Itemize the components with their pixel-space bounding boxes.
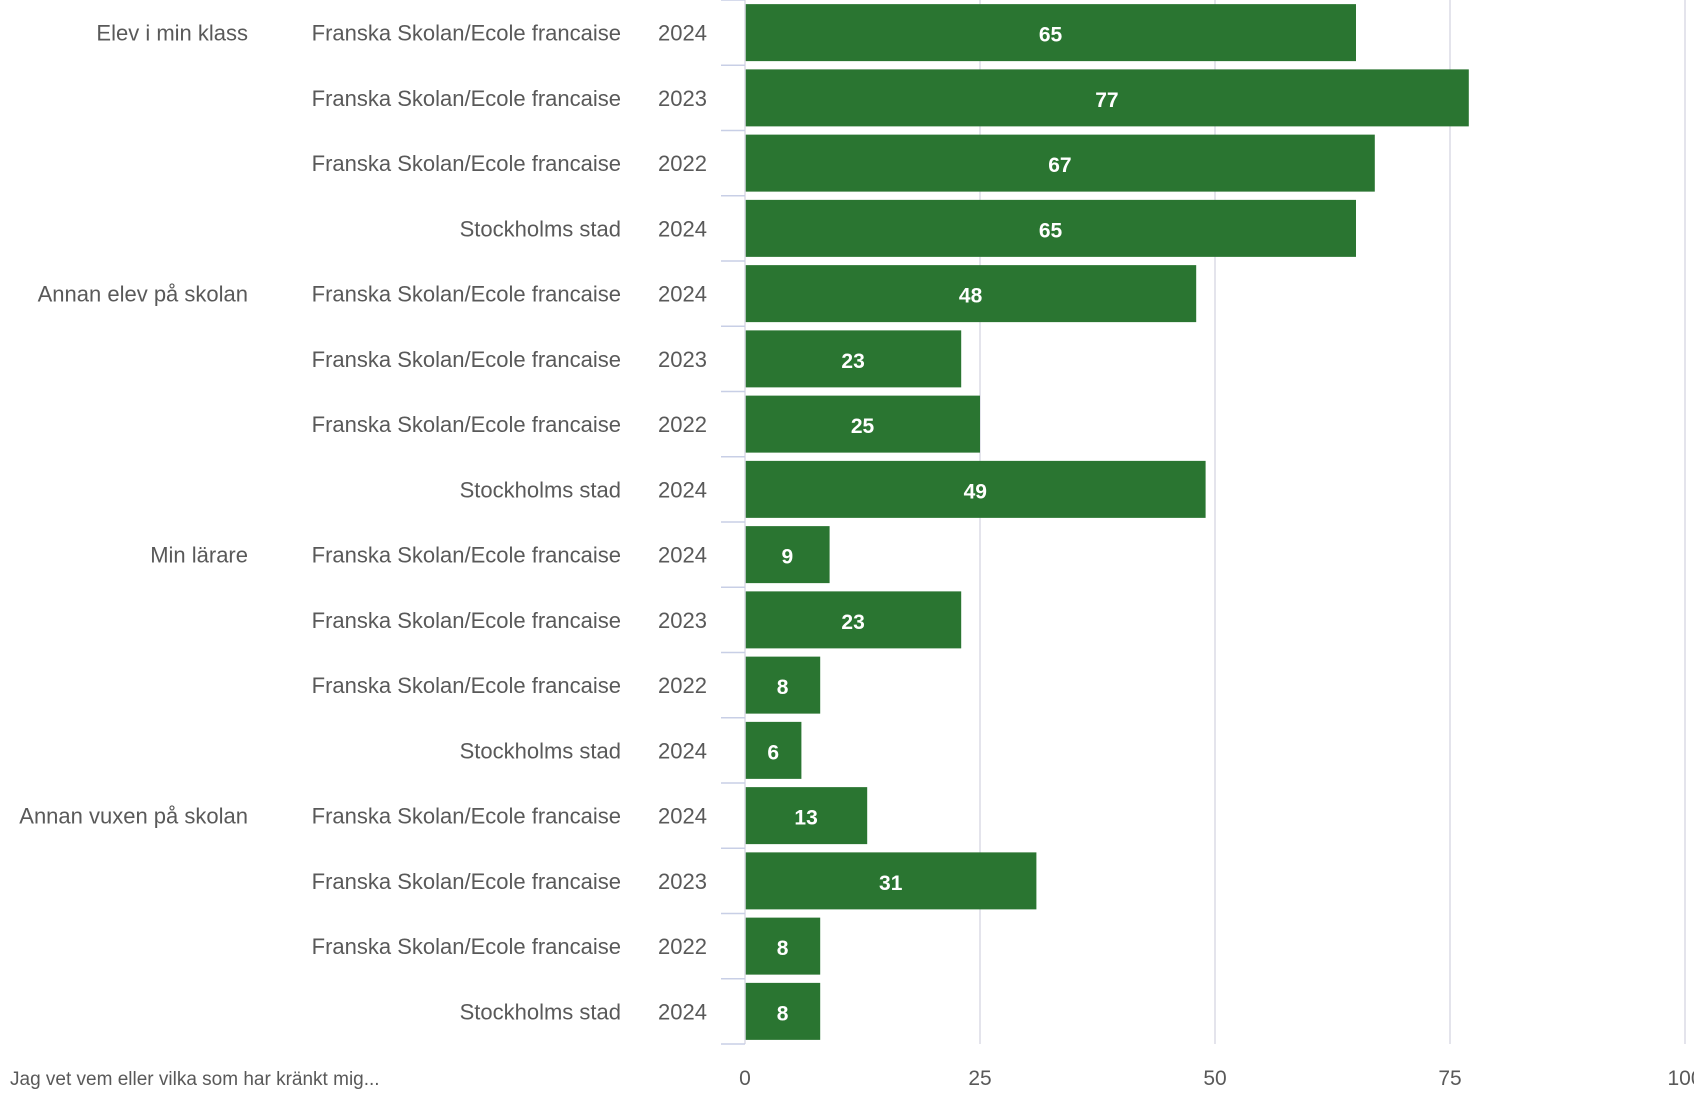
entity-label: Franska Skolan/Ecole francaise — [312, 412, 621, 437]
x-tick-label: 100 — [1667, 1067, 1694, 1090]
year-label: 2022 — [658, 934, 707, 959]
year-label: 2024 — [658, 999, 707, 1024]
year-label: 2022 — [658, 673, 707, 698]
bar — [745, 526, 830, 584]
bar — [745, 591, 962, 649]
entity-label: Franska Skolan/Ecole francaise — [312, 869, 621, 894]
category-label: Min lärare — [150, 543, 248, 568]
data-label: 67 — [1048, 154, 1071, 177]
entity-label: Stockholms stad — [460, 477, 621, 502]
x-tick-label: 75 — [1438, 1067, 1461, 1090]
bar — [745, 69, 1469, 127]
year-label: 2022 — [658, 412, 707, 437]
footnote: Jag vet vem eller vilka som har kränkt m… — [10, 1069, 380, 1090]
year-label: 2023 — [658, 347, 707, 372]
data-label: 49 — [964, 480, 987, 503]
entity-label: Franska Skolan/Ecole francaise — [312, 151, 621, 176]
year-label: 2024 — [658, 738, 707, 763]
bar — [745, 852, 1037, 910]
year-label: 2024 — [658, 477, 707, 502]
data-label: 9 — [781, 546, 793, 569]
bar — [745, 395, 980, 453]
bar — [745, 460, 1206, 518]
entity-label: Franska Skolan/Ecole francaise — [312, 282, 621, 307]
bar — [745, 134, 1375, 192]
year-label: 2023 — [658, 608, 707, 633]
x-tick-label: 25 — [968, 1067, 991, 1090]
data-label: 77 — [1095, 89, 1118, 112]
year-label: 2024 — [658, 543, 707, 568]
row-labels: Elev i min klass Franska Skolan/Ecole fra… — [19, 21, 707, 1025]
data-label: 8 — [777, 937, 789, 960]
data-label: 13 — [794, 807, 817, 830]
entity-label: Franska Skolan/Ecole francaise — [312, 86, 621, 111]
bar — [745, 656, 821, 714]
entity-label: Franska Skolan/Ecole francaise — [312, 804, 621, 829]
data-label: 48 — [959, 285, 983, 308]
bar — [745, 721, 802, 779]
category-label: Annan vuxen på skolan — [19, 804, 248, 829]
entity-label: Franska Skolan/Ecole francaise — [312, 543, 621, 568]
year-label: 2023 — [658, 869, 707, 894]
x-tick-label: 50 — [1203, 1067, 1226, 1090]
entity-label: Stockholms stad — [460, 738, 621, 763]
year-label: 2023 — [658, 86, 707, 111]
data-label: 8 — [777, 1002, 789, 1025]
entity-label: Stockholms stad — [460, 999, 621, 1024]
x-tick-label: 0 — [739, 1067, 751, 1090]
bar — [745, 787, 868, 845]
bar — [745, 330, 962, 388]
entity-label: Franska Skolan/Ecole francaise — [312, 21, 621, 46]
data-label: 6 — [767, 741, 779, 764]
data-label: 25 — [851, 415, 875, 438]
category-label: Elev i min klass — [96, 21, 248, 46]
entity-label: Franska Skolan/Ecole francaise — [312, 347, 621, 372]
bar — [745, 4, 1356, 62]
bar — [745, 199, 1356, 257]
category-label: Annan elev på skolan — [38, 282, 248, 307]
bar — [745, 265, 1197, 323]
data-label: 31 — [879, 872, 903, 895]
year-label: 2024 — [658, 21, 707, 46]
entity-label: Franska Skolan/Ecole francaise — [312, 673, 621, 698]
bar — [745, 982, 821, 1040]
x-tick-labels: 0 25 50 75 100 — [739, 1067, 1694, 1090]
axis — [721, 0, 746, 1045]
year-label: 2024 — [658, 216, 707, 241]
year-label: 2024 — [658, 804, 707, 829]
bar — [745, 917, 821, 975]
data-label: 65 — [1039, 219, 1063, 242]
entity-label: Stockholms stad — [460, 216, 621, 241]
data-label: 23 — [841, 350, 864, 373]
year-label: 2022 — [658, 151, 707, 176]
bars: 65 77 67 65 48 23 25 49 9 23 8 6 13 31 8 8 — [745, 4, 1469, 1040]
data-label: 8 — [777, 676, 789, 699]
data-label: 23 — [841, 611, 864, 634]
entity-label: Franska Skolan/Ecole francaise — [312, 608, 621, 633]
entity-label: Franska Skolan/Ecole francaise — [312, 934, 621, 959]
data-label: 65 — [1039, 24, 1063, 47]
year-label: 2024 — [658, 282, 707, 307]
